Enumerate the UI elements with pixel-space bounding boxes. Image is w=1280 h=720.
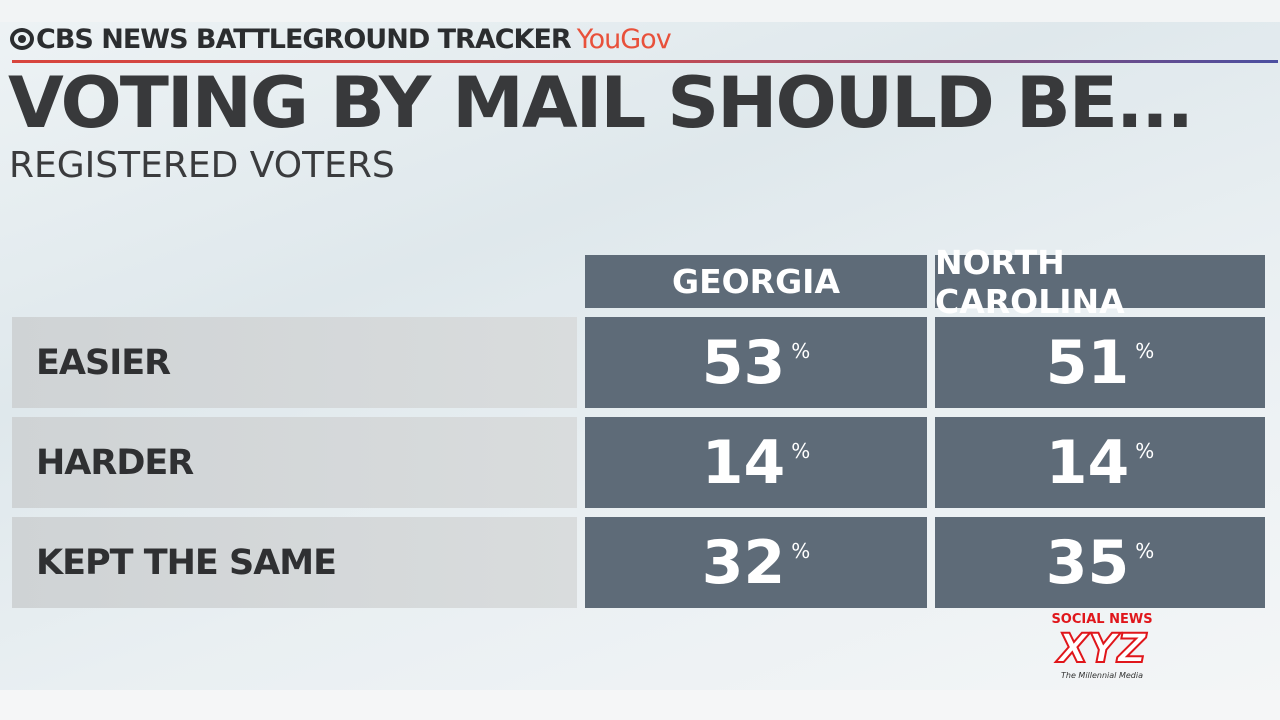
cbs-eye-icon (10, 28, 34, 50)
value-cell: 14% (935, 417, 1265, 508)
percent-sign: % (1135, 439, 1155, 463)
page-title: VOTING BY MAIL SHOULD BE... (8, 62, 1194, 144)
value-number: 14 (701, 427, 786, 498)
value-number: 51 (1045, 327, 1130, 398)
value-number: 53 (701, 327, 786, 398)
value-number: 35 (1045, 527, 1130, 598)
value-number: 32 (701, 527, 786, 598)
network-header: CBS NEWS BATTLEGROUND TRACKER YouGov (10, 24, 672, 56)
row-label: KEPT THE SAME (12, 517, 577, 608)
row-label: HARDER (12, 417, 577, 508)
value-cell: 35% (935, 517, 1265, 608)
watermark-line1: SOCIAL NEWS (1051, 612, 1153, 627)
percent-sign: % (1135, 539, 1155, 563)
bottom-strip (0, 690, 1280, 720)
percent-sign: % (791, 339, 811, 363)
page-subtitle: REGISTERED VOTERS (9, 145, 395, 186)
percent-sign: % (791, 539, 811, 563)
percent-sign: % (1135, 339, 1155, 363)
percent-sign: % (791, 439, 811, 463)
watermark-line2: XYZ (1057, 626, 1148, 672)
value-number: 14 (1045, 427, 1130, 498)
top-strip (0, 0, 1280, 22)
watermark-logo: SOCIAL NEWS XYZ The Millennial Media (1040, 612, 1164, 681)
value-cell: 32% (585, 517, 927, 608)
column-header-north-carolina: NORTH CAROLINA (935, 243, 1265, 321)
watermark-line3: The Millennial Media (1061, 671, 1143, 680)
network-name: CBS NEWS BATTLEGROUND TRACKER (36, 24, 572, 55)
value-cell: 53% (585, 317, 927, 408)
row-label: EASIER (12, 317, 577, 408)
partner-logo: YouGov (576, 24, 672, 55)
value-cell: 51% (935, 317, 1265, 408)
header-rule (12, 60, 1278, 63)
value-cell: 14% (585, 417, 927, 508)
column-header-georgia: GEORGIA (585, 255, 927, 308)
